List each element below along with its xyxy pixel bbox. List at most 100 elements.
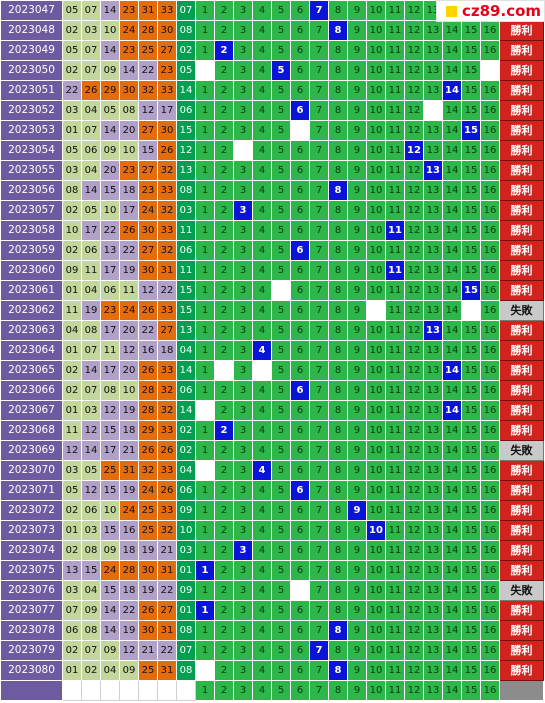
trend-number-cell[interactable]: 2	[214, 680, 234, 701]
red-number-cell: 33	[157, 0, 177, 21]
trend-number-cell: 1	[195, 0, 215, 21]
table-row: 2023057 02 05 10 17 24 32 03 1 2 3 4 5 6 7 8 9 10 11 12 13 14…	[0, 200, 544, 221]
trend-number-cell: 15	[461, 140, 481, 161]
blank-input-cell[interactable]	[138, 680, 158, 701]
trend-number-cell[interactable]: 9	[347, 680, 367, 701]
hit-number-cell: 7	[309, 0, 329, 21]
trend-number-cell: 12	[404, 0, 424, 21]
result-win-badge: 勝利	[499, 80, 544, 101]
trend-number-cell[interactable]: 4	[252, 680, 272, 701]
red-number-cell: 07	[81, 120, 101, 141]
trend-number-cell: 7	[309, 460, 329, 481]
missing-number-cell	[423, 100, 443, 121]
blank-input-cell[interactable]	[62, 680, 82, 701]
trend-number-cell[interactable]: 12	[404, 680, 424, 701]
red-number-cell: 11	[81, 260, 101, 281]
trend-number-cell[interactable]: 15	[461, 680, 481, 701]
red-number-cell: 26	[138, 300, 158, 321]
blank-input-cell[interactable]	[100, 680, 120, 701]
trend-number-cell: 14	[442, 660, 462, 681]
trend-number-cell: 15	[461, 600, 481, 621]
trend-number-cell: 12	[404, 520, 424, 541]
trend-number-cell: 15	[461, 560, 481, 581]
table-row: 2023059 02 06 13 22 27 32 06 1 2 3 4 5 6 7 8 9 10 11 12 13 14…	[0, 240, 544, 261]
trend-number-cell[interactable]: 10	[366, 680, 386, 701]
trend-number-cell[interactable]: 6	[290, 680, 310, 701]
red-number-cell: 04	[81, 280, 101, 301]
trend-number-cell: 14	[442, 580, 462, 601]
red-number-cell: 07	[62, 600, 82, 621]
red-number-cell: 23	[119, 160, 139, 181]
trend-number-cell: 15	[461, 460, 481, 481]
trend-number-cell: 15	[461, 620, 481, 641]
trend-number-cell: 13	[423, 340, 443, 361]
red-number-cell: 30	[138, 260, 158, 281]
trend-number-cell: 13	[423, 200, 443, 221]
red-number-cell: 33	[157, 420, 177, 441]
trend-number-cell[interactable]: 8	[328, 680, 348, 701]
red-number-cell: 17	[119, 200, 139, 221]
trend-number-cell: 14	[442, 280, 462, 301]
trend-number-cell[interactable]: 3	[233, 680, 253, 701]
trend-number-cell: 2	[214, 580, 234, 601]
blank-input-cell[interactable]	[157, 680, 177, 701]
issue-cell: 2023079	[0, 640, 63, 661]
trend-number-cell: 6	[290, 0, 310, 21]
trend-number-cell: 9	[347, 540, 367, 561]
table-row: 2023056 08 14 15 18 23 33 08 1 2 3 4 5 6 7 8 9 10 11 12 13 14…	[0, 180, 544, 201]
trend-number-cell: 10	[366, 640, 386, 661]
trend-number-cell: 3	[233, 160, 253, 181]
trend-number-cell: 9	[347, 600, 367, 621]
red-number-cell: 24	[138, 200, 158, 221]
trend-number-cell[interactable]: 7	[309, 680, 329, 701]
blank-input-cell[interactable]	[81, 680, 101, 701]
missing-number-cell	[195, 660, 215, 681]
red-number-cell: 26	[157, 440, 177, 461]
trend-number-cell[interactable]: 5	[271, 680, 291, 701]
trend-number-cell: 10	[366, 620, 386, 641]
trend-number-cell: 11	[385, 660, 405, 681]
trend-number-cell: 2	[214, 640, 234, 661]
trend-number-cell[interactable]: 1	[195, 680, 215, 701]
result-win-badge: 勝利	[499, 20, 544, 41]
blank-input-cell[interactable]	[119, 680, 139, 701]
issue-cell: 2023078	[0, 620, 63, 641]
trend-number-cell: 8	[328, 360, 348, 381]
red-number-cell: 33	[157, 500, 177, 521]
trend-number-cell: 15	[461, 40, 481, 61]
trend-number-cell: 7	[309, 160, 329, 181]
red-number-cell: 15	[100, 480, 120, 501]
trend-number-cell: 13	[423, 460, 443, 481]
red-number-cell: 07	[81, 640, 101, 661]
red-number-cell: 27	[157, 320, 177, 341]
issue-cell: 2023073	[0, 520, 63, 541]
red-number-cell: 24	[100, 560, 120, 581]
trend-number-cell[interactable]: 14	[442, 680, 462, 701]
trend-number-cell: 6	[290, 420, 310, 441]
blank-input-cell[interactable]	[176, 680, 196, 701]
result-win-badge: 勝利	[499, 480, 544, 501]
trend-number-cell: 9	[347, 580, 367, 601]
red-number-cell: 09	[81, 600, 101, 621]
trend-number-cell: 16	[480, 140, 500, 161]
trend-number-cell: 1	[195, 540, 215, 561]
trend-number-cell: 13	[423, 220, 443, 241]
red-number-cell: 01	[62, 280, 82, 301]
trend-number-cell[interactable]: 11	[385, 680, 405, 701]
trend-number-cell: 2	[214, 120, 234, 141]
result-win-badge: 勝利	[499, 320, 544, 341]
trend-number-cell[interactable]: 16	[480, 680, 500, 701]
trend-number-cell: 16	[480, 360, 500, 381]
trend-number-cell: 4	[252, 160, 272, 181]
trend-number-cell: 8	[328, 540, 348, 561]
red-number-cell: 22	[119, 240, 139, 261]
site-logo[interactable]: cz89.com	[436, 0, 545, 22]
trend-number-cell: 9	[347, 260, 367, 281]
trend-number-cell: 5	[271, 440, 291, 461]
red-number-cell: 10	[62, 220, 82, 241]
trend-number-cell: 1	[195, 140, 215, 161]
issue-cell: 2023049	[0, 40, 63, 61]
red-number-cell: 18	[119, 580, 139, 601]
trend-number-cell[interactable]: 13	[423, 680, 443, 701]
table-row: 2023077 07 09 14 22 26 27 01 1 2 3 4 5 6 7 8 9 10 11 12 13 14…	[0, 600, 544, 621]
